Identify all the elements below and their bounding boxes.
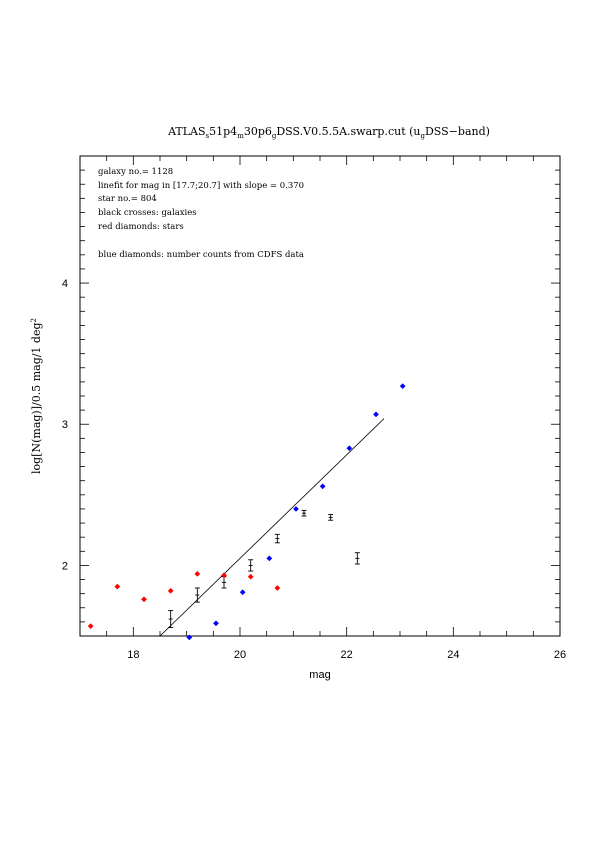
axis-ticks [79,155,561,637]
annotation-galaxies-legend: black crosses: galaxies [98,208,197,218]
data-marks [87,383,406,641]
star-point [247,573,254,580]
x-tick-label: 24 [447,649,459,661]
x-tick-label: 26 [554,649,566,661]
cdfs-point [373,411,379,418]
star-point [194,570,201,577]
cdfs-point [293,505,299,512]
annotation-galaxy-count: galaxy no.= 1128 [98,167,173,177]
y-tick-label: 3 [62,419,68,431]
star-point [221,572,227,579]
linefit-line [159,418,385,637]
x-tick-label: 22 [341,649,353,661]
star-point [141,596,147,603]
chart-title: ATLASs51p4m30p6gDSS.V0.5.5A.swarp.cut (u… [167,125,490,140]
galaxy-point [221,576,227,589]
x-tick-label: 18 [127,649,139,661]
cdfs-point [346,445,353,452]
cdfs-point [319,483,326,490]
annotation-star-count: star no.= 804 [98,194,157,204]
y-axis-label: log[N(mag)]/0.5 mag/1 deg2 [30,318,43,474]
star-point [167,587,174,594]
star-point [274,585,281,591]
cdfs-point [239,589,246,596]
galaxy-point [301,509,307,517]
galaxy-point [274,533,280,544]
galaxy-point [194,587,200,603]
cdfs-point [213,620,219,627]
cdfs-point [266,555,273,562]
tick-labels: 18 20 22 24 26 2 3 4 [62,278,566,661]
cdfs-point [399,383,406,390]
cdfs-point [186,634,193,641]
annotation-cdfs-legend: blue diamonds: number counts from CDFS d… [98,250,304,260]
annotation-block: galaxy no.= 1128 linefit for mag in [17.… [98,167,304,260]
x-axis-label: mag [309,669,330,681]
star-point [114,583,121,590]
galaxy-point [248,559,254,572]
annotation-stars-legend: red diamonds: stars [98,222,184,232]
y-tick-label: 4 [62,278,68,290]
annotation-linefit: linefit for mag in [17.7;20.7] with slop… [98,181,304,191]
star-point [87,623,94,630]
x-tick-label: 20 [234,649,246,661]
galaxy-point [168,610,174,628]
galaxy-point [328,514,334,521]
y-tick-label: 2 [62,560,68,572]
galaxy-point [354,552,360,565]
